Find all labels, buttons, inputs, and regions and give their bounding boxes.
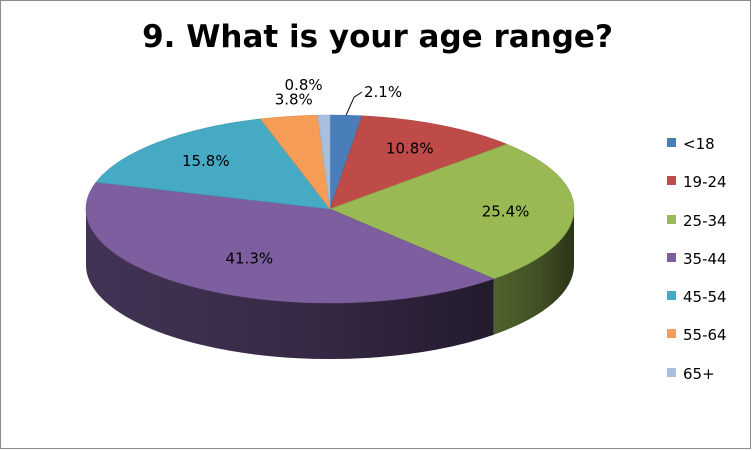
legend-label: 55-64 — [683, 326, 727, 345]
legend-swatch — [667, 176, 676, 186]
legend-item-45-54: 45-54 — [667, 288, 747, 307]
legend-label: 65+ — [683, 364, 715, 383]
legend-swatch — [667, 291, 676, 301]
legend-swatch — [667, 138, 676, 147]
chart-title: 9. What is your age range? — [142, 19, 613, 55]
legend-item-65-plus: 65+ — [667, 364, 747, 383]
legend-swatch — [667, 367, 676, 377]
legend-item-19-24: 19-24 — [667, 173, 747, 192]
slice-side-25-34-shade — [493, 209, 574, 335]
slice-65-plus — [317, 114, 331, 210]
legend: <18 19-24 25-34 35-44 45-54 55-64 65+ — [667, 135, 747, 403]
data-label-35-44: 41.3% — [226, 249, 274, 267]
pie-tops — [85, 114, 575, 304]
leader-line-under-18 — [345, 91, 363, 116]
legend-swatch — [667, 329, 676, 339]
legend-item-25-34: 25-34 — [667, 211, 747, 230]
slice-35-44 — [85, 181, 495, 304]
legend-item-under-18: <18 — [667, 135, 747, 153]
legend-label: <18 — [683, 135, 715, 153]
slice-19-24 — [329, 115, 508, 210]
data-label-under-18: 2.1% — [364, 83, 402, 101]
legend-item-35-44: 35-44 — [667, 249, 747, 268]
data-label-65-plus: 0.8% — [285, 76, 323, 94]
data-label-25-34: 25.4% — [482, 203, 530, 221]
data-label-45-54: 15.8% — [182, 152, 230, 170]
legend-label: 45-54 — [683, 288, 727, 307]
slice-45-54 — [95, 118, 331, 210]
legend-swatch — [667, 214, 676, 224]
legend-label: 25-34 — [683, 211, 727, 230]
data-label-55-64: 3.8% — [275, 91, 313, 109]
legend-label: 19-24 — [683, 173, 727, 192]
slice-side-35-44-shade — [86, 209, 494, 359]
slice-25-34 — [329, 143, 575, 280]
legend-swatch — [667, 252, 676, 262]
legend-label: 35-44 — [683, 249, 727, 268]
pie-sides — [86, 209, 574, 359]
legend-item-55-64: 55-64 — [667, 326, 747, 345]
data-label-19-24: 10.8% — [386, 140, 434, 158]
pie-labels: 2.1% 10.8% 25.4% 41.3% 15.8% 3.8%0.8% — [182, 76, 529, 267]
